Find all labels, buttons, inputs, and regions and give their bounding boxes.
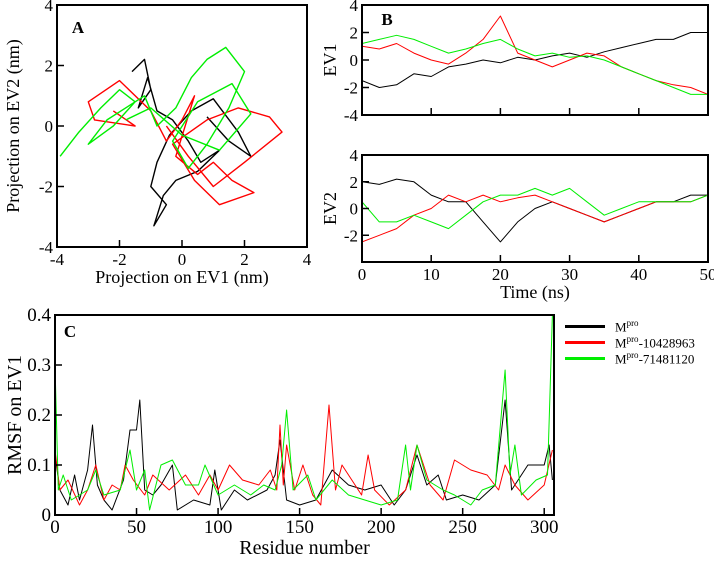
series-line-Mpro-71481120 [362,34,708,95]
y-axis-label: RMSF on EV1 [4,355,26,475]
panel-label-B: B [381,10,392,29]
legend-label: Mpro-71481120 [615,350,694,367]
x-tick-label: 2 [240,250,249,269]
series-group [362,178,708,243]
x-axis-label: Time (ns) [500,282,570,303]
y-tick-label: -2 [344,226,358,245]
y-axis-label: Projection on EV2 (nm) [3,39,24,212]
y-tick-label: 4 [350,0,359,15]
x-tick-label: -2 [112,250,126,269]
x-tick-label: 50 [127,517,146,538]
x-axis-label: Residue number [239,537,370,559]
y-tick-label: 0 [350,200,359,219]
panel-label-C: C [64,322,76,341]
y-tick-label: -2 [344,79,358,98]
legend-text: pro [626,318,639,328]
y-tick-label: 0.2 [27,405,51,426]
x-tick-label: 0 [50,517,60,538]
y-tick-label: 4 [45,0,54,15]
x-tick-label: 30 [561,265,578,284]
series-group [59,46,283,227]
panel-B-2 [361,154,709,263]
legend-text: M [615,319,627,335]
panel-C-3 [54,314,555,516]
series-group [55,315,553,511]
legend-label: Mpro-10428963 [615,334,695,351]
series-line-Mpro [131,58,252,227]
x-tick-label: 150 [285,517,314,538]
x-tick-label: -4 [50,250,65,269]
y-tick-label: -4 [344,106,359,125]
panel-label-A: A [72,18,85,37]
y-tick-label: 0 [42,505,52,526]
y-tick-label: 0.3 [27,355,51,376]
x-axis-label: Projection on EV1 (nm) [95,267,268,288]
legend-text: pro [626,350,639,360]
x-tick-label: 0 [178,250,187,269]
x-tick-label: 100 [204,517,233,538]
legend-item: Mpro-71481120 [565,350,694,367]
y-axis-label: EV1 [320,44,340,77]
x-tick-label: 200 [367,517,396,538]
series-line-Mpro-10428963 [362,194,708,243]
y-tick-label: 0.1 [27,455,51,476]
legend-label: Mpro [615,318,639,335]
y-tick-label: 4 [350,146,359,165]
series-line-Mpro-71481120 [55,315,553,511]
y-tick-label: 2 [45,57,54,76]
legend-text: M [615,351,627,367]
series-line-Mpro-10428963 [87,79,283,206]
legend-swatch [565,341,605,345]
plot-frame [54,314,555,516]
y-tick-label: 0.4 [27,305,51,326]
series-line-Mpro-71481120 [362,187,708,230]
x-tick-label: 0 [358,265,367,284]
legend-text: -71481120 [638,351,695,367]
y-tick-label: 0 [45,117,54,136]
panel-A-0 [56,4,308,248]
x-tick-label: 300 [530,517,559,538]
y-tick-label: 2 [350,173,359,192]
y-axis-label: EV2 [320,192,340,225]
legend-text: -10428963 [638,335,695,351]
x-tick-label: 50 [700,265,714,284]
x-tick-label: 20 [492,265,509,284]
x-tick-label: 250 [448,517,477,538]
series-line-Mpro-10428963 [362,15,708,95]
legend-item: Mpro [565,318,639,335]
y-tick-label: 2 [350,24,359,43]
series-line-Mpro-10428963 [55,404,553,506]
legend-item: Mpro-10428963 [565,334,695,351]
series-line-Mpro [55,399,553,511]
panel-B-1 [361,4,709,116]
legend-text: pro [626,334,639,344]
y-tick-label: -4 [39,238,54,257]
series-group [362,15,708,95]
x-tick-label: 4 [303,250,312,269]
y-tick-label: -2 [39,178,53,197]
y-tick-label: 0 [350,51,359,70]
legend-swatch [565,325,605,329]
series-line-Mpro-71481120 [59,46,252,170]
legend-swatch [565,357,605,361]
legend-text: M [615,335,627,351]
x-tick-label: 10 [423,265,440,284]
x-tick-label: 40 [630,265,647,284]
